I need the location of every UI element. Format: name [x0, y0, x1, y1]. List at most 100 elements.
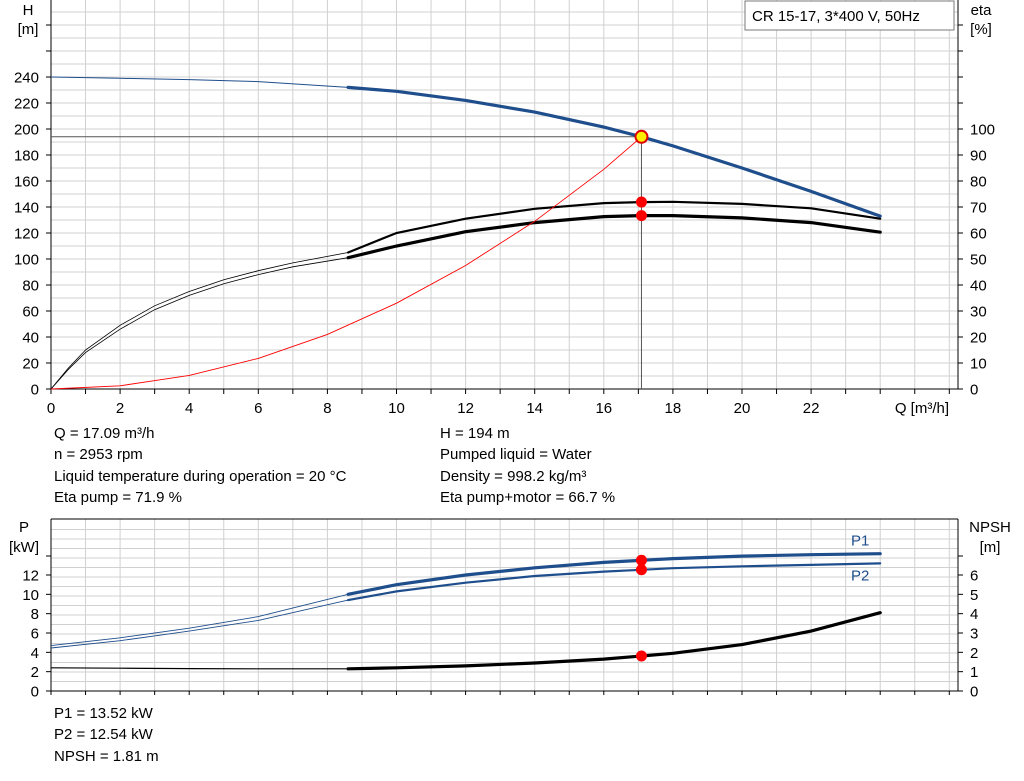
bottom-axes	[46, 518, 963, 695]
left-tick-label: 100	[14, 252, 39, 269]
power-axis-unit: [kW]	[9, 539, 39, 556]
npsh-tick-label: 5	[970, 587, 978, 604]
x-axis-label: Q [m³/h]	[895, 400, 949, 417]
right-tick-label: 50	[970, 252, 987, 269]
right-axis-title: eta	[971, 2, 993, 19]
top-axes	[46, 0, 963, 394]
x-tick-label: 0	[47, 400, 55, 417]
left-tick-label: 20	[22, 356, 39, 373]
p2-curve-extrapolated	[50, 599, 349, 649]
power-tick-label: 4	[31, 645, 39, 662]
left-tick-label: 80	[22, 278, 39, 295]
left-tick-label: 120	[14, 226, 39, 243]
pumped-liquid-readout: Pumped liquid = Water	[440, 446, 592, 464]
h-curve-extrapolated	[50, 76, 349, 88]
p2-readout: P2 = 12.54 kW	[54, 726, 153, 744]
p2-series-label: P2	[851, 567, 869, 584]
top-labels: 0 2 4 6 8 10 12 14 16 18 20 22 Q [m³/h]0204060801001…	[14, 0, 995, 417]
x-tick-label: 8	[323, 400, 331, 417]
npsh-tick-label: 2	[970, 645, 978, 662]
x-tick-label: 16	[595, 400, 612, 417]
eta1-curve-extrapolated	[50, 252, 349, 390]
x-tick-label: 2	[116, 400, 124, 417]
power-tick-label: 10	[22, 587, 39, 604]
right-axis-unit: [%]	[970, 21, 992, 38]
bottom-markers	[635, 554, 647, 662]
power-duty-marker	[635, 650, 647, 662]
bottom-curves	[50, 552, 882, 671]
left-axis-title: H	[23, 2, 34, 19]
left-tick-label: 180	[14, 148, 39, 165]
left-tick-label: 40	[22, 330, 39, 347]
power-tick-label: 2	[31, 664, 39, 681]
p1-curve-extrapolated	[50, 593, 349, 647]
left-tick-label: 60	[22, 304, 39, 321]
top-markers	[634, 129, 649, 222]
left-tick-label: 0	[31, 382, 39, 399]
left-tick-label: 200	[14, 122, 39, 139]
x-tick-label: 4	[185, 400, 193, 417]
right-tick-label: 100	[970, 122, 995, 139]
right-tick-label: 10	[970, 356, 987, 373]
p2-curve	[347, 562, 882, 602]
npsh-curve-extrapolated	[50, 667, 349, 670]
left-tick-label: 160	[14, 174, 39, 191]
power-duty-marker	[635, 564, 647, 576]
right-tick-label: 0	[970, 382, 978, 399]
x-tick-label: 10	[388, 400, 405, 417]
power-duty-marker	[635, 554, 647, 566]
left-tick-label: 140	[14, 200, 39, 217]
power-tick-label: 0	[31, 684, 39, 701]
duty-point-marker	[634, 129, 649, 144]
power-tick-label: 12	[22, 568, 39, 585]
system-curve	[50, 136, 642, 390]
x-tick-label: 12	[457, 400, 474, 417]
p1-readout: P1 = 13.52 kW	[54, 705, 153, 722]
p1-curve	[346, 552, 882, 596]
top-grid	[51, 0, 958, 389]
top-curves	[50, 76, 882, 390]
eta2-curve	[346, 214, 882, 260]
left-axis-unit: [m]	[18, 21, 39, 38]
npsh-tick-label: 1	[970, 664, 978, 681]
right-tick-label: 40	[970, 278, 987, 295]
npsh-tick-label: 3	[970, 626, 978, 643]
efficiency-duty-marker	[635, 210, 647, 222]
right-tick-label: 20	[970, 330, 987, 347]
x-tick-label: 22	[803, 400, 820, 417]
npsh-tick-label: 0	[970, 684, 978, 701]
power-info: P1 = 13.52 kW P2 = 12.54 kW NPSH = 1.81 …	[54, 703, 159, 767]
chart-title: CR 15-17, 3*400 V, 50Hz	[752, 8, 920, 25]
power-tick-label: 8	[31, 606, 39, 623]
p1-series-label: P1	[851, 533, 869, 550]
left-tick-label: 220	[14, 96, 39, 113]
right-tick-label: 70	[970, 200, 987, 217]
right-tick-label: 80	[970, 174, 987, 191]
npsh-curve	[346, 611, 882, 671]
eta-pump-motor-readout: Eta pump+motor = 66.7 %	[440, 488, 616, 506]
power-axis-title: P	[19, 519, 29, 536]
efficiency-duty-marker	[635, 196, 647, 208]
x-tick-label: 18	[665, 400, 682, 417]
x-tick-label: 20	[734, 400, 751, 417]
npsh-tick-label: 6	[970, 568, 978, 585]
power-tick-label: 6	[31, 626, 39, 643]
eta-pump-readout: Eta pump = 71.9 %	[54, 488, 182, 506]
liquid-temperature-readout: Liquid temperature during operation = 20…	[54, 467, 347, 485]
right-tick-label: 30	[970, 304, 987, 321]
h-curve	[346, 85, 882, 218]
eta2-curve-extrapolated	[50, 257, 349, 390]
right-tick-label: 90	[970, 148, 987, 165]
left-tick-label: 240	[14, 70, 39, 87]
x-tick-label: 6	[254, 400, 262, 417]
speed-readout: n = 2953 rpm	[54, 446, 143, 464]
npsh-axis-unit: [m]	[980, 539, 1001, 556]
head-readout: H = 194 m	[440, 425, 510, 442]
npsh-readout: NPSH = 1.81 m	[54, 747, 159, 765]
flow-readout: Q = 17.09 m³/h	[54, 425, 155, 442]
duty-info-left: Q = 17.09 m³/h n = 2953 rpm Liquid tempe…	[54, 423, 346, 508]
x-tick-label: 14	[526, 400, 543, 417]
duty-info-right: H = 194 m Pumped liquid = Water Density …	[440, 423, 615, 508]
chart-title-box	[744, 0, 955, 31]
